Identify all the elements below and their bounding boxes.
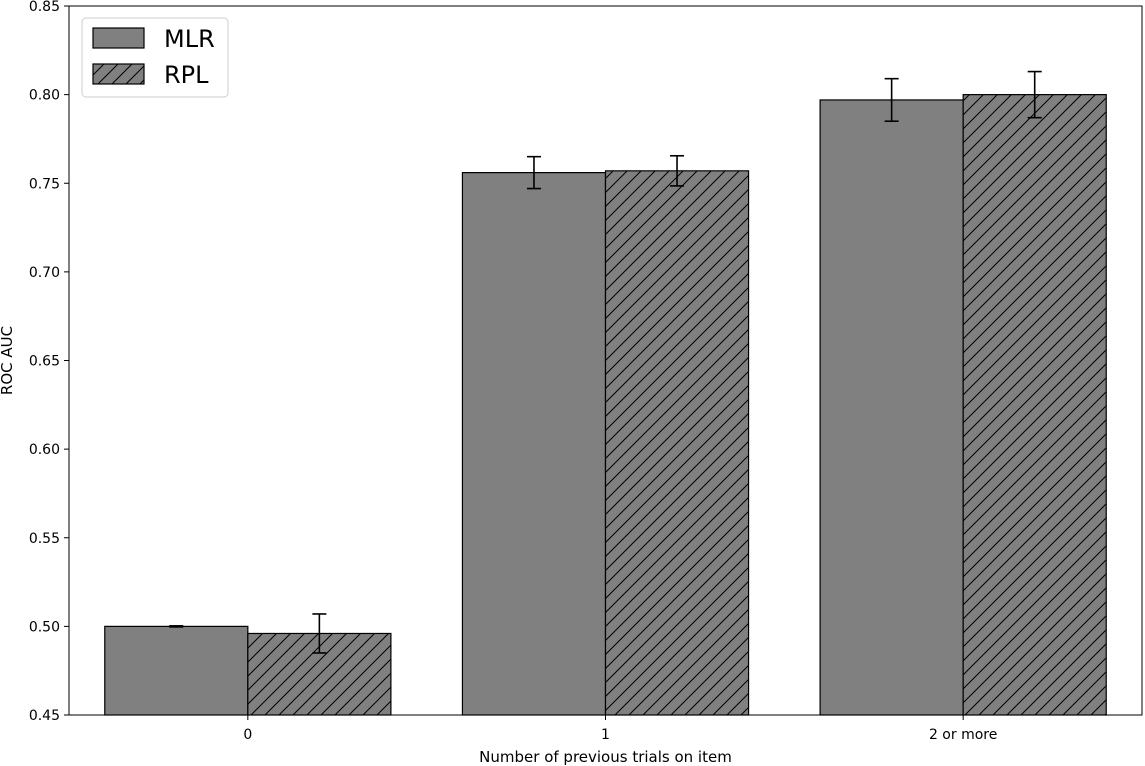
x-axis: 0 1 2 or more bbox=[243, 715, 997, 743]
bar-mlr-1 bbox=[461, 172, 607, 716]
bar-rpl-2 bbox=[962, 94, 1107, 716]
y-tick-label: 0.60 bbox=[29, 442, 60, 458]
error-bar-rpl-1 bbox=[670, 154, 685, 187]
error-bar-rpl-2 bbox=[1027, 70, 1042, 119]
legend-swatch-mlr bbox=[92, 27, 145, 49]
x-tick-label: 1 bbox=[601, 727, 610, 743]
y-tick-label: 0.70 bbox=[29, 265, 60, 281]
bar-mlr-0 bbox=[104, 625, 249, 716]
bars-layer bbox=[104, 94, 1107, 716]
x-tick-label: 0 bbox=[243, 727, 252, 743]
bar-mlr-2 bbox=[819, 99, 964, 716]
x-tick-label: 2 or more bbox=[929, 727, 997, 743]
y-tick-label: 0.45 bbox=[29, 708, 60, 724]
y-tick-label: 0.85 bbox=[29, 0, 60, 15]
error-bar-mlr-2 bbox=[884, 77, 899, 123]
y-axis-label: ROC AUC bbox=[0, 326, 16, 395]
y-tick-label: 0.50 bbox=[29, 619, 60, 635]
y-tick-label: 0.65 bbox=[29, 354, 60, 370]
y-axis: 0.45 0.50 0.55 0.60 0.65 0.70 0.75 0.80 0.85 bbox=[29, 0, 69, 724]
error-bar-rpl-0 bbox=[312, 613, 327, 654]
error-bar-mlr-0 bbox=[169, 625, 184, 628]
y-tick-label: 0.75 bbox=[29, 176, 60, 192]
error-bar-mlr-1 bbox=[526, 155, 541, 190]
legend-label-mlr: MLR bbox=[164, 25, 215, 53]
legend-label-rpl: RPL bbox=[164, 61, 209, 89]
error-bars-layer bbox=[169, 70, 1042, 654]
bar-rpl-1 bbox=[604, 170, 750, 716]
legend: MLR RPL bbox=[81, 17, 229, 98]
legend-swatch-rpl bbox=[92, 63, 145, 85]
x-axis-label: Number of previous trials on item bbox=[479, 748, 732, 766]
y-tick-label: 0.80 bbox=[29, 88, 60, 104]
y-tick-label: 0.55 bbox=[29, 531, 60, 547]
